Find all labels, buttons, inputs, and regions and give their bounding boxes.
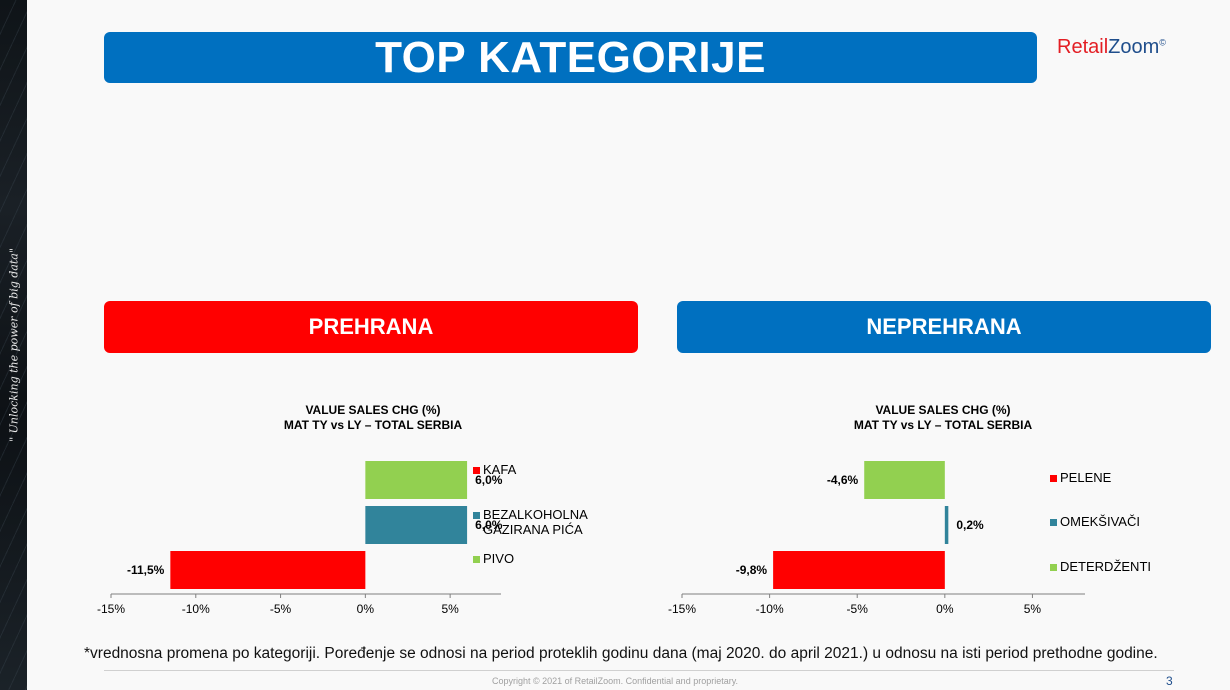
- chart-title: VALUE SALES CHG (%): [305, 403, 440, 417]
- legend-item-3: DETERDŽENTI: [1060, 559, 1151, 574]
- x-tick-label: 0%: [936, 602, 954, 616]
- chart-nonfood: VALUE SALES CHG (%)MAT TY vs LY – TOTAL …: [668, 403, 1151, 616]
- chart-title: VALUE SALES CHG (%): [875, 403, 1010, 417]
- bar-3: [170, 551, 366, 589]
- x-tick-label: -15%: [97, 602, 125, 616]
- bar-2: [944, 506, 949, 544]
- bar-3: [773, 551, 945, 589]
- bar-1: [864, 461, 945, 499]
- legend-marker-2: [473, 512, 480, 519]
- chart-subtitle: MAT TY vs LY – TOTAL SERBIA: [284, 418, 463, 432]
- section-banner-food: PREHRANA: [104, 301, 638, 353]
- legend-marker-3: [473, 556, 480, 563]
- bar-1: [365, 461, 468, 499]
- x-tick-label: -5%: [270, 602, 292, 616]
- copyright: Copyright © 2021 of RetailZoom. Confiden…: [491, 676, 739, 686]
- x-tick-label: -15%: [668, 602, 696, 616]
- x-tick-label: -10%: [182, 602, 210, 616]
- retailzoom-logo: RetailZoom©: [1057, 36, 1166, 58]
- data-label-2: 6,0%: [475, 518, 503, 532]
- legend-item-2: BEZALKOHOLNA GAZIRANA PIĆA: [483, 507, 588, 537]
- chart-subtitle: MAT TY vs LY – TOTAL SERBIA: [854, 418, 1033, 432]
- data-label-1: 6,0%: [475, 473, 503, 487]
- legend-item-1: KAFA: [483, 462, 517, 477]
- bar-2: [365, 506, 468, 544]
- legend-marker-3: [1050, 564, 1057, 571]
- section-title-food: PREHRANA: [308, 314, 434, 339]
- footnote: *vrednosna promena po kategoriji. Poređe…: [84, 645, 1158, 662]
- x-tick-label: -10%: [756, 602, 784, 616]
- legend-marker-1: [473, 467, 480, 474]
- legend-item-3: PIVO: [483, 551, 514, 566]
- title-banner: TOP KATEGORIJE: [104, 32, 1037, 83]
- legend-item-1: PELENE: [1060, 470, 1112, 485]
- x-tick-label: 5%: [441, 602, 459, 616]
- data-label-3: -9,8%: [736, 563, 768, 577]
- footer-divider: [104, 670, 1174, 671]
- side-decorative-strip: " Unlocking the power of big data": [0, 0, 27, 690]
- section-title-nonfood: NEPREHRANA: [866, 314, 1022, 339]
- legend-marker-2: [1050, 519, 1057, 526]
- x-tick-label: -5%: [847, 602, 869, 616]
- section-banner-nonfood: NEPREHRANA: [677, 301, 1211, 353]
- chart-food: VALUE SALES CHG (%)MAT TY vs LY – TOTAL …: [97, 403, 588, 616]
- data-label-3: -11,5%: [127, 563, 165, 577]
- data-label-2: 0,2%: [956, 518, 984, 532]
- x-tick-label: 5%: [1024, 602, 1042, 616]
- data-label-1: -4,6%: [827, 473, 859, 487]
- page-title: TOP KATEGORIJE: [375, 32, 766, 82]
- page-number: 3: [1166, 674, 1173, 688]
- legend-marker-1: [1050, 475, 1057, 482]
- legend-item-2: OMEKŠIVAČI: [1060, 514, 1140, 529]
- x-tick-label: 0%: [357, 602, 375, 616]
